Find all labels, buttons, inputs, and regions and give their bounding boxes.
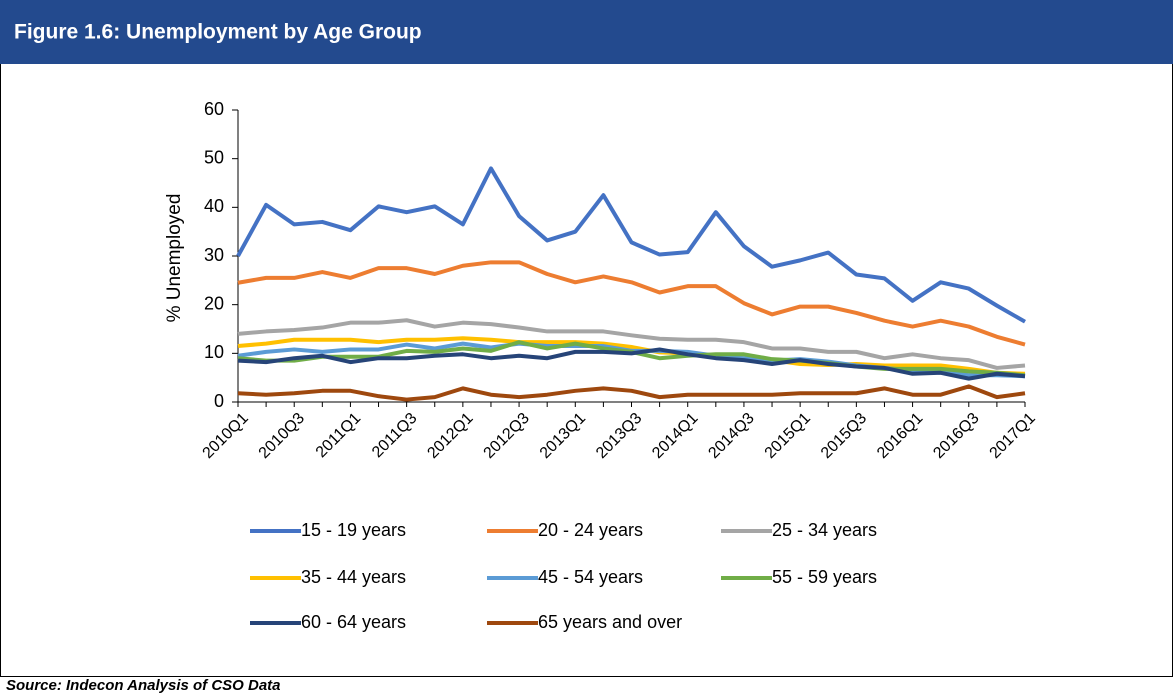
chart-title: Figure 1.6: Unemployment by Age Group xyxy=(14,21,422,44)
y-tick-label: 20 xyxy=(204,293,224,313)
series-line xyxy=(237,318,1026,370)
header-bar xyxy=(0,0,1173,64)
legend-label: 55 - 59 years xyxy=(772,567,877,587)
source-note: Source: Indecon Analysis of CSO Data xyxy=(6,677,281,693)
series-line xyxy=(237,336,1026,376)
y-tick-label: 0 xyxy=(214,391,224,411)
y-tick-label: 30 xyxy=(204,245,224,265)
y-tick-label: 40 xyxy=(204,196,224,216)
frame xyxy=(0,0,1173,677)
series-line xyxy=(237,384,1026,402)
y-tick-label: 50 xyxy=(204,147,224,167)
series-line xyxy=(237,260,1026,347)
series-line xyxy=(236,166,1026,324)
legend-label: 65 years and over xyxy=(538,612,682,632)
y-tick-label: 60 xyxy=(204,99,224,119)
y-tick-label: 10 xyxy=(204,342,224,362)
y-axis-label: % Unemployed xyxy=(164,194,185,323)
legend-label: 15 - 19 years xyxy=(301,520,406,540)
legend-label: 45 - 54 years xyxy=(538,567,643,587)
legend-label: 60 - 64 years xyxy=(301,612,406,632)
legend-label: 20 - 24 years xyxy=(538,520,643,540)
series-line xyxy=(237,347,1026,381)
legend-label: 35 - 44 years xyxy=(301,567,406,587)
legend-label: 25 - 34 years xyxy=(772,520,877,540)
